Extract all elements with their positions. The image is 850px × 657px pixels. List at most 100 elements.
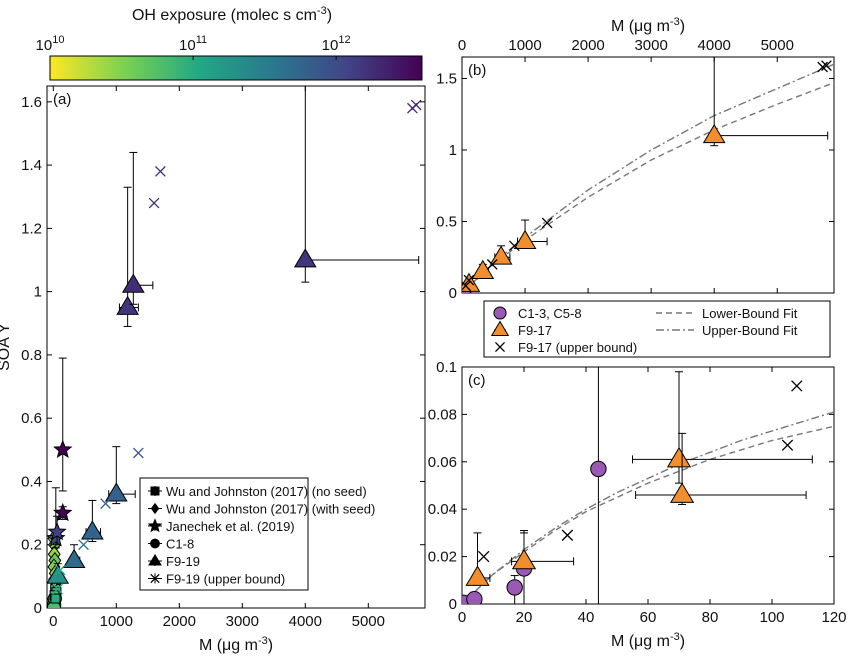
- colorbar: OH exposure (molec s cm-3) 1010 1011 1012: [36, 5, 423, 81]
- data-point-x: [541, 217, 553, 229]
- legend-label: Wu and Johnston (2017) (with seed): [166, 502, 375, 517]
- data-point-star: [47, 521, 67, 541]
- legend-bc-entry: Lower-Bound Fit: [656, 306, 798, 321]
- data-point-triangle: [47, 564, 70, 584]
- legend-label: C1-3, C5-8: [518, 306, 582, 321]
- data-point-triangle: [62, 548, 86, 568]
- legend-marker: [494, 341, 506, 353]
- data-point-circle: [590, 460, 607, 478]
- x-tick-label: 80: [702, 609, 719, 626]
- data-point-star: [53, 502, 73, 522]
- x-tick-label: 2000: [163, 613, 196, 630]
- x-axis-label: M (μg m-3): [199, 635, 273, 654]
- x-axis-label: M (μg m-3): [611, 631, 685, 650]
- data-point-x: [561, 529, 574, 541]
- data-point-x: [821, 60, 832, 71]
- legend-label: F9-19: [166, 554, 200, 569]
- x-tick-label: 20: [516, 609, 533, 626]
- data-point-x: [508, 240, 520, 252]
- legend-bc-entry: F9-17 (upper bound): [494, 340, 637, 355]
- x-tick-label: 5000: [761, 37, 794, 54]
- legend-marker: [490, 320, 510, 336]
- data-point-x: [148, 197, 160, 209]
- y-tick-label: 0.1: [436, 359, 457, 376]
- panel-label: (c): [468, 372, 486, 389]
- plot-frame: [46, 85, 426, 609]
- y-tick-label: 1: [34, 284, 42, 301]
- colorbar-title: OH exposure (molec s cm-3): [132, 5, 332, 24]
- x-tick-label: 1000: [100, 613, 133, 630]
- data-point-triangle: [513, 229, 537, 249]
- panel-label: (b): [468, 62, 486, 79]
- legend-bc: C1-3, C5-8 F9-17 F9-17 (upper bound) Lower-…: [483, 300, 831, 358]
- data-point-triangle: [104, 482, 128, 502]
- x-tick-label: 100: [759, 609, 784, 626]
- data-point-x: [463, 274, 475, 286]
- x-tick-label: 120: [821, 609, 846, 626]
- fit-line: [462, 425, 834, 604]
- y-tick-label: 0: [449, 596, 457, 613]
- data-point-triangle: [116, 295, 140, 315]
- data-point-circle: [466, 591, 483, 604]
- y-tick-label: 0.8: [21, 347, 42, 364]
- x-tick-label: 60: [640, 609, 657, 626]
- x-tick-label: 5000: [352, 613, 385, 630]
- x-tick-label: 0: [458, 609, 466, 626]
- legend-label: F9-17: [518, 323, 552, 338]
- data-point-x: [462, 280, 472, 291]
- colorbar-bar: [49, 55, 423, 81]
- legend-a: Wu and Johnston (2017) (no seed) Wu and J…: [139, 477, 375, 591]
- x-tick-label: 0: [49, 613, 57, 630]
- legend-marker: [150, 538, 160, 549]
- data-point-x: [100, 498, 111, 509]
- x-tick-label: 3000: [634, 37, 667, 54]
- y-tick-label: 0.6: [21, 410, 42, 427]
- colorbar-tick-label: 1012: [322, 34, 351, 54]
- legend-marker: [147, 518, 163, 533]
- x-tick-label: 4000: [698, 37, 731, 54]
- data-point-x: [78, 539, 89, 551]
- y-tick-label: 1: [449, 142, 457, 159]
- y-tick-label: 1.4: [21, 157, 42, 174]
- data-point-triangle: [702, 123, 726, 144]
- x-tick-label: 1000: [508, 37, 541, 54]
- legend-marker: [150, 502, 160, 515]
- legend-marker: [150, 486, 160, 496]
- legend-label: Lower-Bound Fit: [702, 306, 798, 321]
- x-axis-label: M (μg m-3): [611, 16, 685, 35]
- x-tick-label: 3000: [226, 613, 259, 630]
- y-tick-label: 0.06: [428, 454, 457, 471]
- y-tick-label: 0: [449, 285, 457, 302]
- data-point-x: [132, 447, 144, 459]
- data-point-x: [155, 166, 166, 177]
- panel-a: 0 1000 2000 3000 4000 5000 0 0.2 0.4 0.6 0.8 1 1.2 1.…: [0, 85, 426, 654]
- y-tick-label: 0.08: [428, 406, 457, 423]
- data-point-triangle: [511, 548, 537, 570]
- legend-a-entry: C1-8: [148, 537, 194, 552]
- fit-line: [462, 82, 834, 293]
- data-point-triangle: [293, 248, 317, 268]
- panel-c-marks: [462, 367, 834, 604]
- y-tick-label: 0: [34, 600, 42, 617]
- y-tick-label: 0.2: [21, 537, 42, 554]
- plot-frame: [461, 56, 835, 294]
- data-point-x: [410, 99, 422, 111]
- y-tick-label: 1.5: [436, 70, 457, 87]
- data-point-star: [47, 528, 66, 547]
- y-tick-label: 0.04: [428, 501, 457, 518]
- data-point-x: [781, 439, 794, 451]
- panel-b: 0 1000 2000 3000 4000 5000 0 0.5 1 1.5 (b) M (μg m-…: [436, 16, 835, 302]
- legend-a-box: [139, 477, 309, 591]
- legend-bc-box: [483, 300, 831, 358]
- panel-b-marks: [462, 57, 834, 293]
- legend-a-entry: F9-19: [148, 553, 200, 569]
- legend-marker: [493, 306, 507, 320]
- legend-label: Upper-Bound Fit: [702, 323, 798, 338]
- legend-bc-entry: F9-17: [490, 320, 552, 338]
- colorbar-tick-label: 1011: [179, 34, 207, 54]
- x-tick-label: 0: [458, 37, 466, 54]
- data-point-x: [817, 61, 829, 73]
- data-point-star: [53, 439, 73, 459]
- fit-line: [462, 63, 834, 293]
- data-point-triangle: [669, 482, 695, 503]
